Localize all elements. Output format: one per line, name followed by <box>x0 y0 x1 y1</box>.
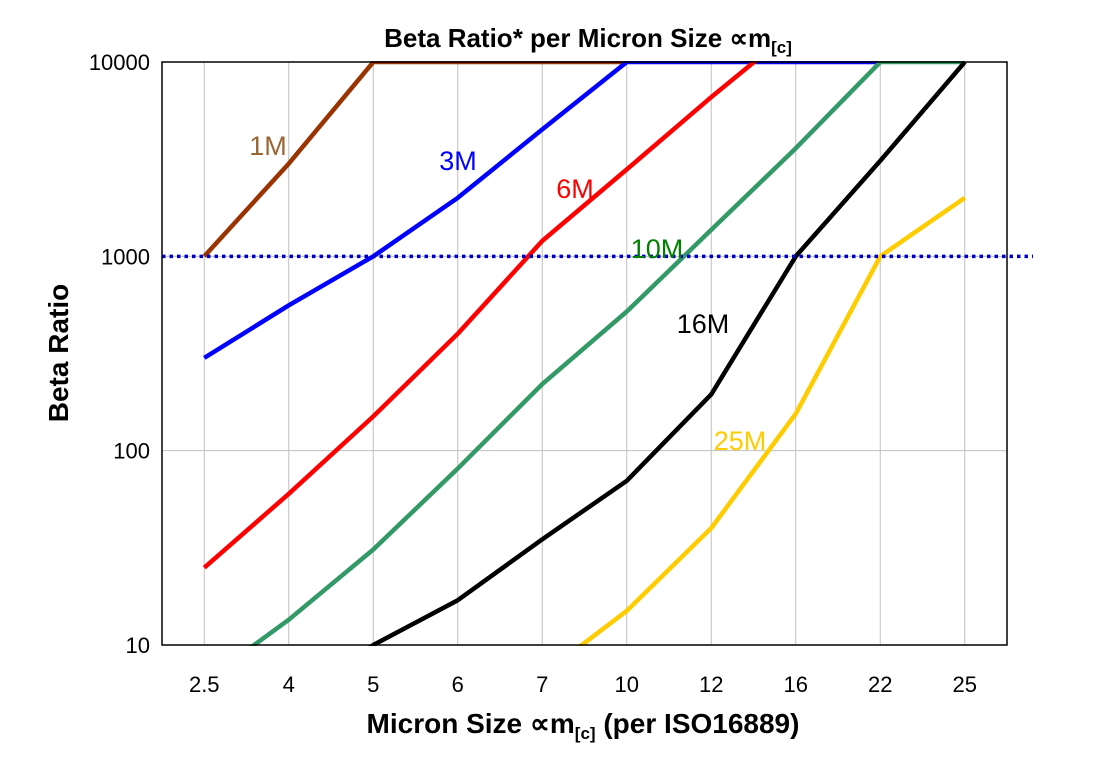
y-tick-label: 10 <box>126 633 150 658</box>
series-line-10M <box>248 61 965 646</box>
plot-background <box>162 62 1007 645</box>
y-tick-label: 100 <box>113 439 150 464</box>
series-label-16M: 16M <box>677 309 730 339</box>
series-line-25M <box>576 195 967 646</box>
series-label-10M: 10M <box>631 234 684 264</box>
series-line-16M <box>367 61 967 646</box>
plot-frame <box>161 61 1008 646</box>
x-tick-label: 6 <box>452 672 464 697</box>
chart-title: Beta Ratio* per Micron Size ∝m[c] <box>384 23 792 57</box>
x-tick-label: 16 <box>784 672 808 697</box>
y-tick-labels: 10 100 1000 10000 <box>89 50 150 658</box>
x-axis-title: Micron Size ∝m[c] (per ISO16889) <box>367 708 800 743</box>
x-tick-labels: 2.5 4 5 6 7 10 12 16 22 25 <box>189 672 977 697</box>
series-label-25M: 25M <box>714 426 767 456</box>
series-labels: 1M 3M 6M 10M 16M 25M <box>249 131 766 456</box>
y-axis-title: Beta Ratio <box>43 284 74 422</box>
x-tick-label: 10 <box>615 672 639 697</box>
series-label-6M: 6M <box>556 174 594 204</box>
series-label-3M: 3M <box>439 146 477 176</box>
x-tick-label: 4 <box>283 672 295 697</box>
x-tick-label: 5 <box>367 672 379 697</box>
x-tick-label: 22 <box>868 672 892 697</box>
x-tick-label: 25 <box>953 672 977 697</box>
x-tick-label: 7 <box>536 672 548 697</box>
x-tick-label: 12 <box>699 672 723 697</box>
x-tick-label: 2.5 <box>189 672 220 697</box>
series-label-1M: 1M <box>249 131 287 161</box>
series-line-6M <box>202 61 759 570</box>
y-tick-label: 10000 <box>89 50 150 75</box>
y-tick-label: 1000 <box>101 244 150 269</box>
